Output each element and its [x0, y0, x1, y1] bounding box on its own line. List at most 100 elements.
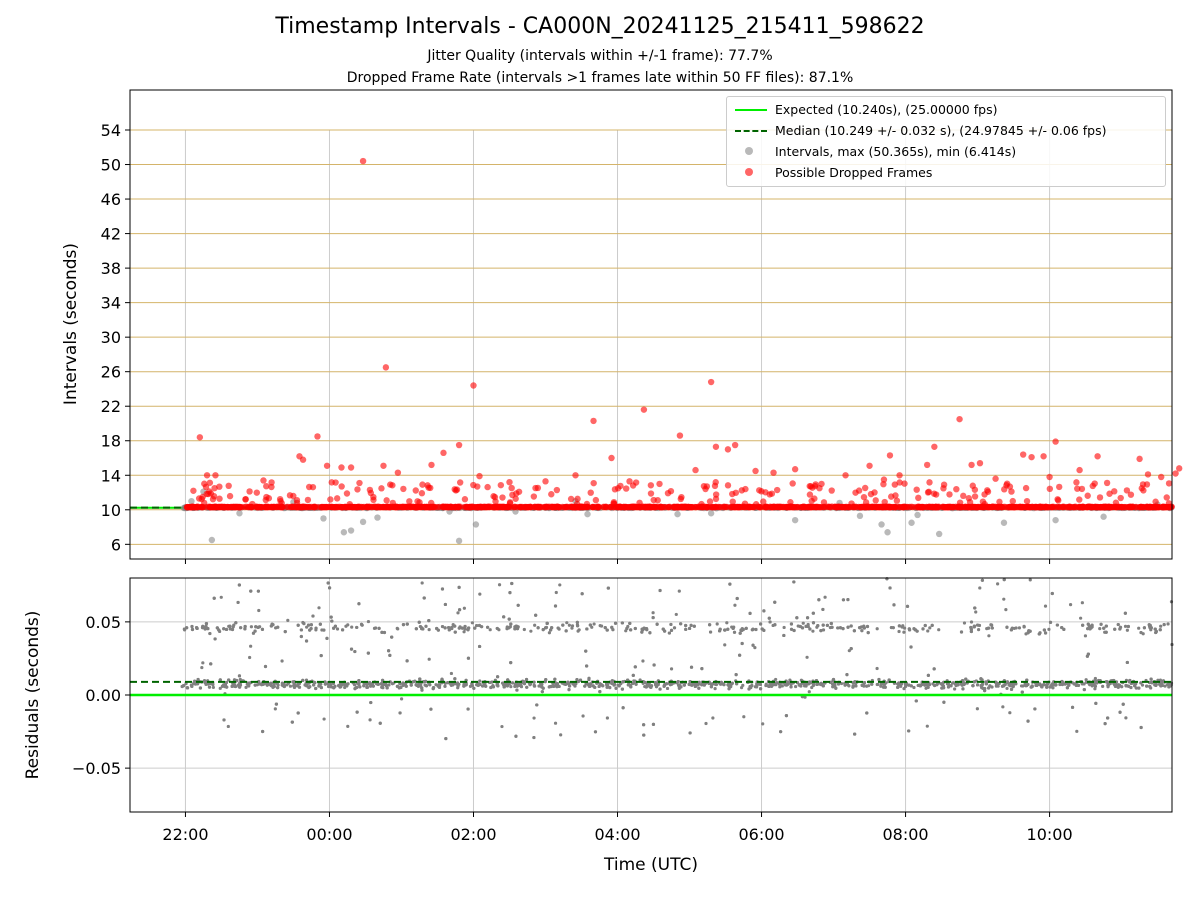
- residual-point: [296, 623, 300, 627]
- interval-point: [472, 521, 480, 528]
- residual-point: [638, 678, 642, 682]
- residual-point: [340, 628, 345, 632]
- residual-point: [900, 625, 904, 629]
- residual-point: [1106, 683, 1110, 687]
- dropped-point: [428, 499, 435, 507]
- residual-point: [1125, 660, 1129, 665]
- residual-point: [805, 655, 809, 659]
- residual-point: [821, 628, 826, 632]
- residual-point: [969, 629, 973, 634]
- residual-point: [652, 663, 656, 667]
- residual-point: [534, 613, 538, 617]
- residual-point: [1124, 716, 1128, 720]
- residual-point: [896, 685, 900, 689]
- dropped-point: [1046, 473, 1053, 481]
- residual-point: [543, 626, 548, 630]
- dropped-point: [454, 503, 462, 511]
- dropped-point: [428, 461, 435, 469]
- residual-point: [414, 683, 418, 687]
- residual-point: [725, 621, 729, 625]
- residual-point: [401, 683, 405, 687]
- residual-point: [1046, 682, 1050, 686]
- dropped-point: [915, 494, 922, 502]
- residual-point: [909, 645, 913, 649]
- residual-point: [190, 627, 195, 632]
- y-tick-label: 10: [101, 501, 121, 520]
- residual-point: [1153, 683, 1157, 687]
- residual-point: [1020, 690, 1024, 694]
- residual-point: [319, 653, 323, 658]
- residual-point: [797, 683, 801, 687]
- residual-point: [779, 730, 783, 734]
- x-tick-label: 22:00: [162, 825, 208, 844]
- residual-point: [327, 586, 332, 590]
- residual-point: [811, 611, 815, 615]
- residual-point: [667, 631, 671, 635]
- residual-point: [398, 711, 402, 715]
- residual-point: [397, 686, 401, 690]
- residual-point: [951, 681, 956, 685]
- dropped-point: [338, 483, 345, 490]
- residual-point: [597, 684, 601, 689]
- residual-point: [926, 685, 930, 690]
- dropped-point: [1172, 470, 1179, 477]
- residual-point: [758, 622, 763, 626]
- residual-point: [853, 680, 857, 684]
- residual-point: [457, 608, 462, 612]
- residual-point: [860, 683, 864, 687]
- residual-point: [761, 722, 765, 726]
- residual-point: [642, 723, 646, 727]
- residual-point: [617, 684, 621, 688]
- dropped-point: [1127, 491, 1135, 498]
- dropped-point: [354, 486, 361, 493]
- residual-point: [401, 623, 406, 627]
- residual-point: [224, 680, 229, 685]
- residual-point: [237, 583, 241, 587]
- residual-point: [1017, 626, 1022, 630]
- residual-point: [261, 729, 265, 734]
- residual-point: [946, 685, 951, 689]
- residual-point: [1094, 701, 1098, 705]
- residual-point: [260, 627, 265, 631]
- dropped-point: [872, 497, 879, 504]
- x-tick-label: 00:00: [306, 825, 352, 844]
- residual-point: [1014, 626, 1018, 630]
- dropped-point: [198, 495, 205, 503]
- residual-point: [552, 684, 556, 688]
- dropped-point: [1013, 503, 1020, 511]
- residual-point: [198, 686, 203, 690]
- residual-point: [626, 683, 630, 687]
- residual-point: [836, 626, 840, 630]
- residual-point: [1033, 707, 1037, 711]
- residual-point: [629, 628, 633, 632]
- residual-point: [782, 625, 786, 630]
- residual-point: [631, 673, 635, 678]
- dropped-point: [906, 503, 913, 511]
- dropped-point: [249, 500, 256, 508]
- dropped-point: [676, 432, 684, 439]
- residual-point: [314, 626, 318, 630]
- dropped-point: [225, 482, 232, 490]
- residual-point: [353, 649, 357, 654]
- residual-point: [693, 684, 697, 689]
- residual-point: [1026, 719, 1030, 723]
- residual-point: [275, 682, 280, 686]
- residual-point: [1060, 625, 1064, 630]
- residual-point: [554, 590, 558, 595]
- residual-point: [481, 684, 485, 688]
- residual-point: [1002, 578, 1006, 582]
- y-tick-label: 46: [101, 190, 121, 209]
- y-tick-label: 34: [101, 294, 121, 313]
- dropped-point: [768, 490, 776, 497]
- dropped-point: [727, 503, 734, 511]
- residual-point: [876, 682, 880, 687]
- residual-point: [969, 627, 973, 631]
- residual-point: [204, 622, 209, 626]
- residual-point: [253, 683, 257, 687]
- dropped-point: [1160, 503, 1168, 511]
- residual-point: [688, 680, 692, 684]
- dropped-point: [262, 496, 269, 504]
- residual-point: [1067, 683, 1071, 687]
- residual-point: [396, 627, 400, 631]
